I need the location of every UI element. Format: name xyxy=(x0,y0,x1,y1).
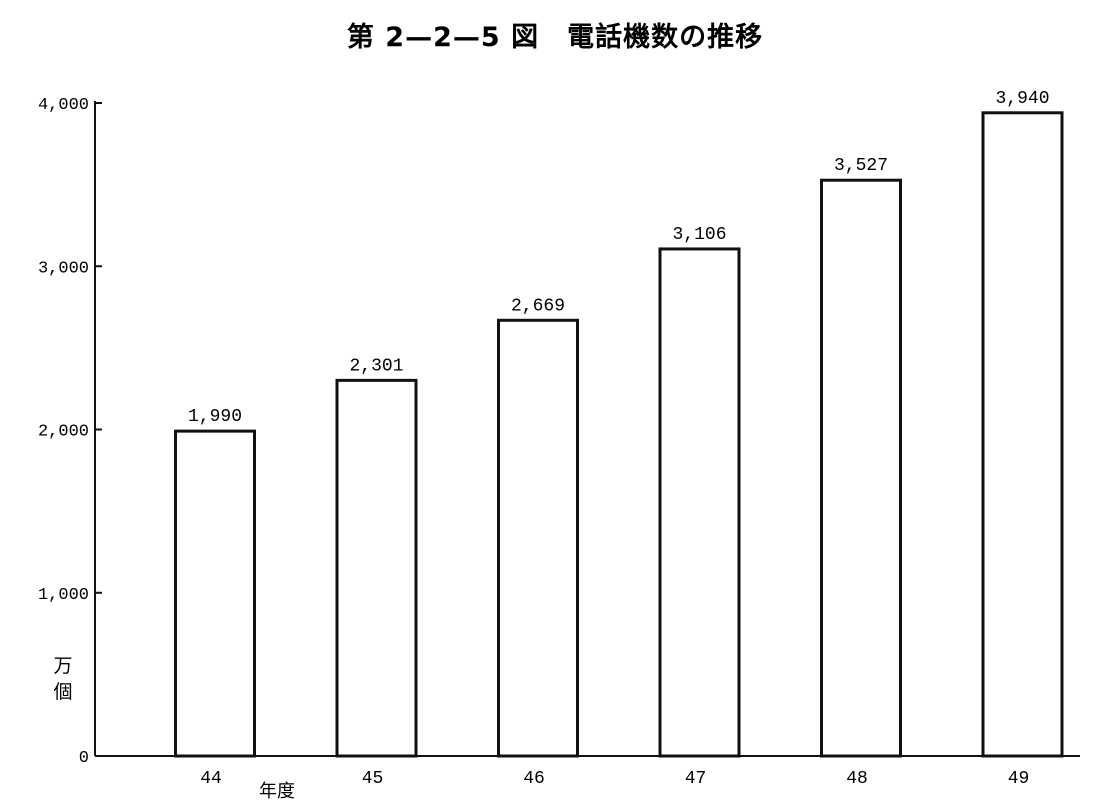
bar xyxy=(497,318,579,758)
x-axis-label: 年度 xyxy=(259,781,295,802)
axes xyxy=(94,101,1080,757)
bar xyxy=(658,247,741,758)
x-tick-label: 48 xyxy=(846,769,868,789)
data-label: 3,106 xyxy=(672,225,726,245)
chart-title: 第 2—2—5 図 電話機数の推移 xyxy=(347,21,763,53)
y-axis-unit-label-line1: 万 xyxy=(53,655,72,677)
data-label: 3,940 xyxy=(995,89,1049,109)
bars xyxy=(174,111,1064,758)
y-tick-label: 4,000 xyxy=(38,96,89,115)
y-tick-label: 3,000 xyxy=(38,259,89,278)
data-labels: 1,990 2,301 2,669 3,106 3,527 3,940 xyxy=(188,89,1050,427)
y-tick-label: 2,000 xyxy=(38,423,89,442)
x-tick-label: 49 xyxy=(1008,769,1030,789)
data-label: 3,527 xyxy=(834,156,888,176)
bar xyxy=(820,178,902,758)
y-axis-unit-label-line2: 個 xyxy=(53,681,72,703)
x-tick-label: 44 xyxy=(200,769,222,789)
y-axis-tick-labels: 0 1,000 2,000 3,000 4,000 xyxy=(38,96,89,768)
bar xyxy=(335,378,418,758)
data-label: 2,669 xyxy=(511,296,565,316)
bar xyxy=(981,111,1064,758)
x-tick-label: 45 xyxy=(362,769,384,789)
y-tick-label: 1,000 xyxy=(38,586,89,605)
x-tick-label: 47 xyxy=(685,769,707,789)
x-axis-tick-labels: 44 45 46 47 48 49 xyxy=(200,769,1029,789)
x-tick-label: 46 xyxy=(523,769,545,789)
data-label: 1,990 xyxy=(188,407,242,427)
bar xyxy=(174,429,256,758)
data-label: 2,301 xyxy=(349,356,403,376)
y-tick-label: 0 xyxy=(79,749,89,768)
